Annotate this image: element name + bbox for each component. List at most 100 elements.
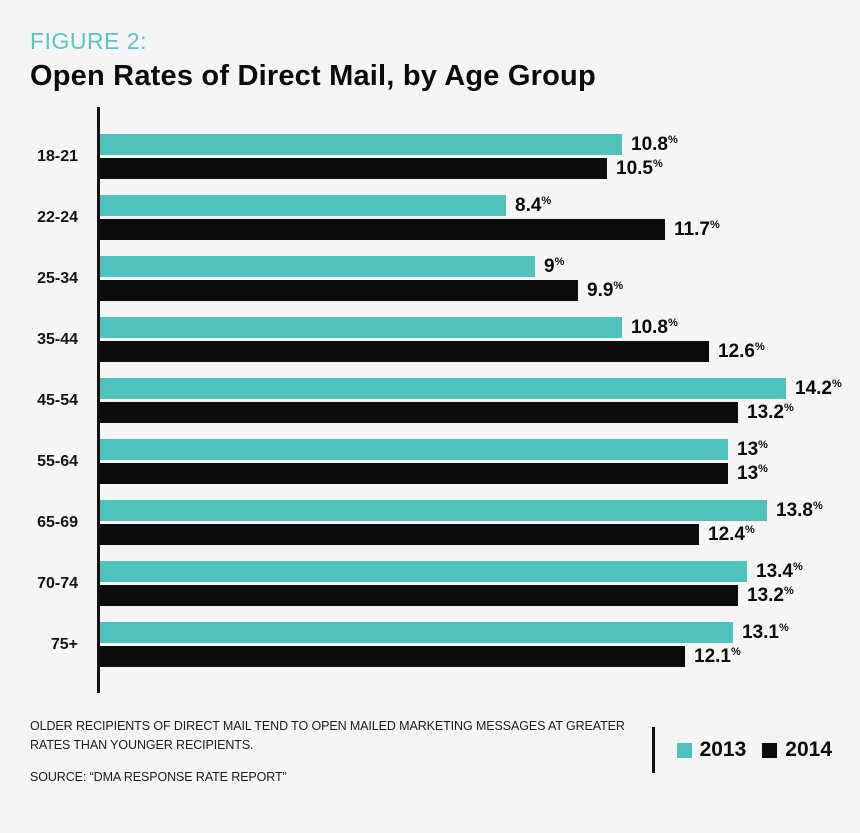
category-label: 25-34 — [37, 269, 78, 287]
bar-pair: 10.8% 12.6% — [97, 317, 765, 362]
value-label: 12.1% — [694, 646, 741, 667]
bar-pair: 9% 9.9% — [97, 256, 623, 301]
legend-swatch-2013 — [676, 742, 692, 758]
bar-2014 — [100, 463, 728, 484]
value-label: 12.4% — [708, 524, 755, 545]
y-axis-line — [97, 107, 100, 693]
bar-2014 — [100, 158, 607, 179]
category-label: 75+ — [50, 635, 78, 653]
percent-sign: % — [709, 219, 720, 231]
bar-2014 — [100, 524, 699, 545]
value-label: 10.8% — [631, 317, 678, 338]
percent-sign: % — [744, 524, 755, 536]
chart-row: 45-54 14.2% 13.2% — [0, 378, 860, 423]
bar-line: 10.8% — [100, 134, 678, 155]
bar-2013 — [100, 256, 535, 277]
bar-2014 — [100, 341, 709, 362]
chart-row: 22-24 8.4% 11.7% — [0, 195, 860, 240]
bar-2013 — [100, 500, 767, 521]
bar-2013 — [100, 195, 506, 216]
percent-sign: % — [613, 280, 624, 292]
percent-sign: % — [831, 378, 842, 390]
chart-rows: 18-21 10.8% 10.5% 22-24 8.4% 11.7% 25-34 9% 9.9%… — [0, 107, 860, 693]
percent-sign: % — [812, 500, 823, 512]
page-title: Open Rates of Direct Mail, by Age Group — [30, 60, 596, 92]
value-label: 11.7% — [674, 219, 720, 240]
bar-chart: 18-21 10.8% 10.5% 22-24 8.4% 11.7% 25-34 9% 9.9%… — [0, 107, 860, 693]
chart-row: 70-74 13.4% 13.2% — [0, 561, 860, 606]
bar-2014 — [100, 585, 738, 606]
chart-row: 25-34 9% 9.9% — [0, 256, 860, 301]
legend-item-2013: 2013 — [676, 738, 747, 762]
chart-legend: 2013 2014 — [651, 727, 832, 774]
bar-line: 9% — [100, 256, 623, 277]
bar-line: 13% — [100, 463, 768, 484]
category-label: 22-24 — [37, 208, 78, 226]
bar-2014 — [100, 280, 578, 301]
percent-sign: % — [778, 622, 789, 634]
bar-pair: 13.4% 13.2% — [97, 561, 803, 606]
bar-line: 13% — [100, 439, 768, 460]
category-label: 35-44 — [37, 330, 78, 348]
footer-text: OLDER RECIPIENTS OF DIRECT MAIL TEND TO … — [30, 717, 652, 784]
chart-footer: OLDER RECIPIENTS OF DIRECT MAIL TEND TO … — [30, 717, 860, 784]
value-label: 14.2% — [795, 378, 842, 399]
bar-pair: 14.2% 13.2% — [97, 378, 842, 423]
bar-pair: 13.8% 12.4% — [97, 500, 823, 545]
bar-pair: 13.1% 12.1% — [97, 622, 789, 667]
value-label: 13.4% — [756, 561, 803, 582]
category-label: 70-74 — [37, 574, 78, 592]
figure-label: FIGURE 2: — [30, 28, 147, 54]
percent-sign: % — [730, 646, 741, 658]
bar-line: 13.1% — [100, 622, 789, 643]
category-label: 55-64 — [37, 452, 78, 470]
legend-swatch-2014 — [762, 742, 778, 758]
value-label: 13.2% — [747, 402, 794, 423]
category-label: 65-69 — [37, 513, 78, 531]
bar-line: 13.4% — [100, 561, 803, 582]
value-label: 13% — [737, 463, 768, 484]
bar-pair: 8.4% 11.7% — [97, 195, 720, 240]
legend-label: 2014 — [785, 738, 832, 762]
value-label: 12.6% — [718, 341, 765, 362]
value-label: 8.4% — [515, 195, 552, 216]
bar-line: 13.2% — [100, 585, 803, 606]
percent-sign: % — [652, 158, 663, 170]
chart-row: 75+ 13.1% 12.1% — [0, 622, 860, 667]
bar-line: 12.1% — [100, 646, 789, 667]
bar-line: 12.4% — [100, 524, 823, 545]
percent-sign: % — [667, 317, 678, 329]
chart-row: 65-69 13.8% 12.4% — [0, 500, 860, 545]
bar-2013 — [100, 378, 786, 399]
bar-2013 — [100, 561, 747, 582]
percent-sign: % — [554, 256, 565, 268]
legend-divider — [651, 727, 655, 774]
bar-2013 — [100, 622, 733, 643]
percent-sign: % — [541, 195, 552, 207]
legend-label: 2013 — [699, 738, 747, 762]
bar-2013 — [100, 317, 622, 338]
percent-sign: % — [783, 402, 794, 414]
legend-item-2014: 2014 — [762, 738, 832, 762]
chart-row: 18-21 10.8% 10.5% — [0, 134, 860, 179]
value-label: 13.8% — [776, 500, 823, 521]
value-label: 13.2% — [747, 585, 794, 606]
percent-sign: % — [792, 561, 803, 573]
value-label: 13% — [737, 439, 768, 460]
percent-sign: % — [758, 439, 768, 451]
bar-pair: 13% 13% — [97, 439, 768, 484]
value-label: 10.8% — [631, 134, 678, 155]
chart-header: FIGURE 2: Open Rates of Direct Mail, by … — [30, 28, 860, 93]
chart-row: 55-64 13% 13% — [0, 439, 860, 484]
percent-sign: % — [754, 341, 765, 353]
bar-2014 — [100, 219, 665, 240]
value-label: 9.9% — [587, 280, 624, 301]
category-label: 18-21 — [37, 147, 78, 165]
bar-line: 13.2% — [100, 402, 842, 423]
bar-line: 8.4% — [100, 195, 720, 216]
bar-line: 11.7% — [100, 219, 720, 240]
category-label: 45-54 — [37, 391, 78, 409]
chart-row: 35-44 10.8% 12.6% — [0, 317, 860, 362]
value-label: 10.5% — [616, 158, 663, 179]
